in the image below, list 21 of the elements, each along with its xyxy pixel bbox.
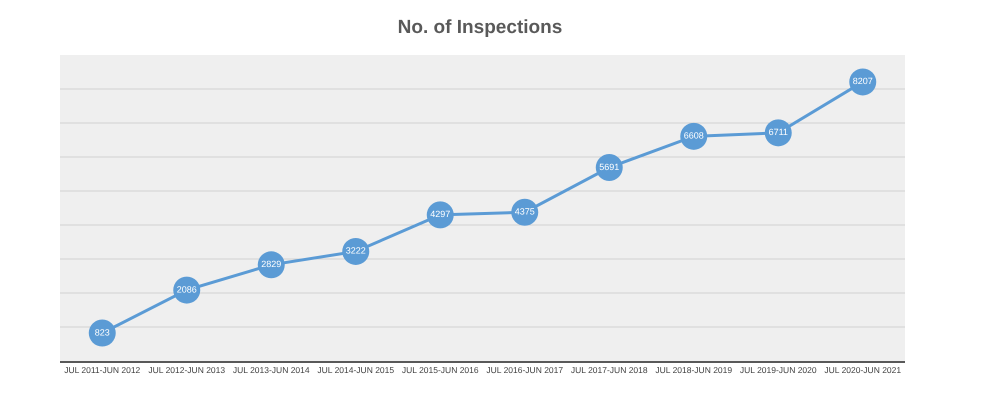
x-tick-label: JUL 2016-JUN 2017 (486, 365, 564, 376)
x-tick-label: JUL 2013-JUN 2014 (232, 365, 310, 376)
data-label: 4375 (514, 206, 535, 216)
x-tick-label: JUL 2014-JUN 2015 (317, 365, 394, 376)
x-tick-label: JUL 2019-JUN 2020 (740, 365, 817, 376)
data-label: 5691 (599, 162, 620, 172)
x-tick-label: JUL 2015-JUN 2016 (402, 365, 479, 376)
x-tick-label: JUL 2011-JUN 2012 (64, 365, 141, 376)
data-label: 4297 (430, 209, 450, 220)
x-tick-label: JUL 2012-JUN 2013 (148, 365, 226, 376)
data-label: 6711 (768, 127, 788, 138)
x-tick-label: JUL 2020-JUN 2021 (824, 365, 902, 376)
chart-title: No. of Inspections (398, 17, 562, 38)
data-label: 8207 (852, 76, 873, 86)
data-label: 2829 (261, 259, 282, 270)
data-label: 823 (94, 327, 110, 338)
x-tick-label: JUL 2018-JUN 2019 (655, 365, 732, 376)
data-label: 3222 (346, 246, 366, 256)
data-label: 2086 (176, 284, 197, 294)
data-label: 6608 (684, 130, 704, 141)
x-tick-label: JUL 2017-JUN 2018 (570, 365, 648, 376)
